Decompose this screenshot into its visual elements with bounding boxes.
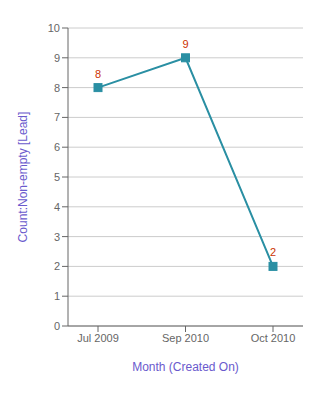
svg-text:7: 7 bbox=[54, 111, 60, 123]
svg-text:2: 2 bbox=[270, 246, 276, 258]
svg-text:0: 0 bbox=[54, 320, 60, 332]
svg-text:1: 1 bbox=[54, 290, 60, 302]
svg-text:8: 8 bbox=[54, 82, 60, 94]
svg-text:3: 3 bbox=[54, 231, 60, 243]
svg-text:4: 4 bbox=[54, 201, 60, 213]
svg-text:Jul 2009: Jul 2009 bbox=[77, 332, 119, 344]
svg-text:5: 5 bbox=[54, 171, 60, 183]
svg-text:9: 9 bbox=[54, 52, 60, 64]
svg-text:9: 9 bbox=[182, 38, 188, 50]
svg-text:Oct 2010: Oct 2010 bbox=[251, 332, 296, 344]
svg-text:Sep 2010: Sep 2010 bbox=[162, 332, 209, 344]
svg-text:Count:Non-empty [Lead]: Count:Non-empty [Lead] bbox=[16, 112, 30, 243]
svg-text:Month (Created On): Month (Created On) bbox=[132, 360, 239, 374]
svg-text:10: 10 bbox=[48, 22, 60, 34]
svg-text:2: 2 bbox=[54, 260, 60, 272]
svg-text:6: 6 bbox=[54, 141, 60, 153]
svg-text:8: 8 bbox=[95, 68, 101, 80]
